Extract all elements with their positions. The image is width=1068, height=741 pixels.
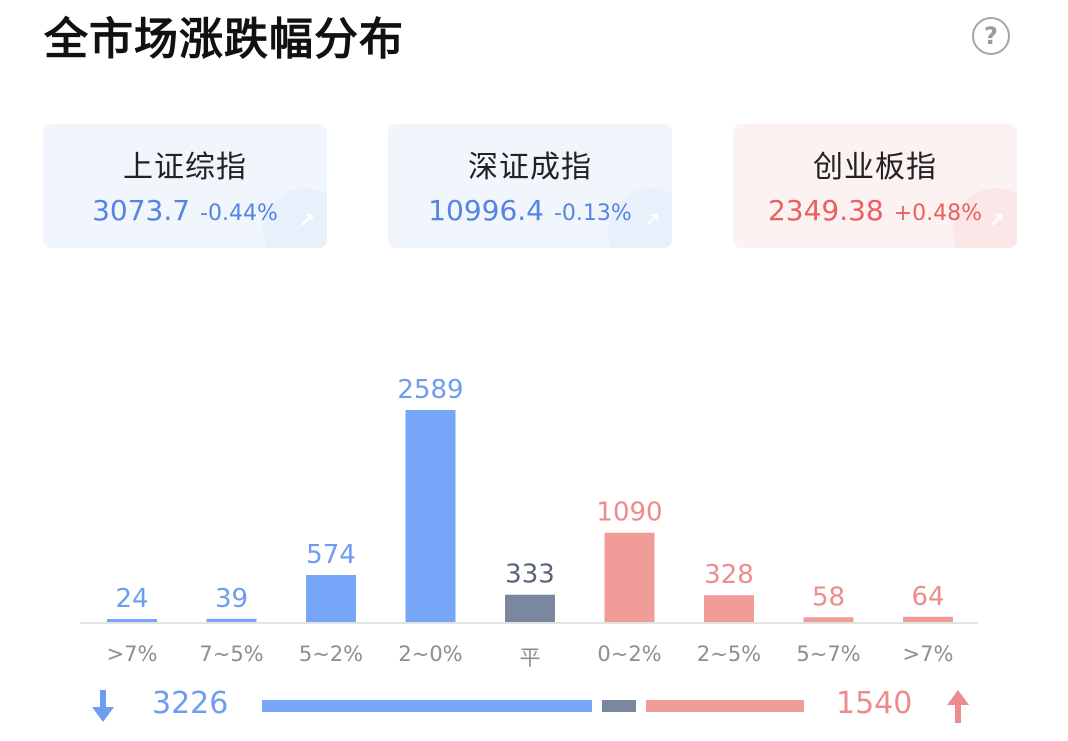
flat-proportion-bar — [602, 700, 637, 712]
x-tick-label: 7~5% — [199, 642, 264, 666]
x-tick-label: 2~0% — [398, 642, 463, 666]
x-tick-label: 5~2% — [298, 642, 364, 666]
index-change: -0.44% — [200, 201, 278, 226]
bar-value-label: 2589 — [397, 375, 463, 405]
index-change: +0.48% — [893, 201, 983, 226]
trend-chart-icon: ↗ — [298, 208, 315, 232]
bar-rise-5[interactable] — [604, 532, 655, 622]
bar-fall-1[interactable] — [206, 618, 257, 622]
bar-value-label: 64 — [911, 582, 944, 612]
bar-rise-8[interactable] — [903, 616, 953, 622]
rise-proportion-bar — [646, 700, 804, 712]
fall-proportion-bar — [262, 700, 593, 712]
bar-value-label: 58 — [812, 582, 845, 612]
index-name: 深证成指 — [468, 150, 592, 185]
bar-value-label: 39 — [215, 584, 248, 614]
index-change: -0.13% — [553, 201, 632, 226]
trend-chart-icon: ↗ — [643, 208, 660, 232]
x-tick-label: 平 — [519, 646, 541, 670]
bar-fall-2[interactable] — [306, 574, 356, 622]
x-tick-label: >7% — [106, 642, 158, 666]
bar-value-label: 1090 — [596, 498, 662, 528]
index-value: 2349.38 — [767, 194, 884, 227]
question-circle-icon[interactable]: ? — [972, 17, 1010, 55]
index-value: 10996.4 — [428, 194, 544, 227]
index-name: 上证综指 — [123, 150, 247, 185]
bar-flat-4[interactable] — [505, 594, 555, 622]
bar-value-label: 574 — [306, 540, 356, 570]
x-tick-label: 2~5% — [696, 642, 762, 666]
bar-rise-7[interactable] — [803, 617, 854, 622]
bar-fall-0[interactable] — [107, 619, 157, 622]
index-card-shanghai[interactable]: ↗ 上证综指 3073.7 -0.44% — [43, 124, 327, 248]
x-tick-label: 5~7% — [796, 642, 861, 666]
rise-total: 1540 — [836, 686, 913, 721]
fall-total: 3226 — [152, 686, 229, 721]
page-title: 全市场涨跌幅分布 — [44, 14, 404, 65]
x-tick-label: 0~2% — [597, 642, 662, 666]
bar-value-label: 24 — [115, 584, 148, 614]
trend-chart-icon: ↗ — [988, 208, 1005, 232]
arrow-up-icon — [947, 690, 969, 723]
bar-value-label: 333 — [505, 560, 555, 590]
index-name: 创业板指 — [813, 150, 937, 185]
bar-fall-3[interactable] — [405, 410, 456, 622]
bar-rise-6[interactable] — [704, 595, 754, 622]
x-tick-label: >7% — [902, 642, 954, 666]
bar-value-label: 328 — [704, 560, 754, 590]
arrow-down-icon — [92, 690, 114, 722]
index-value: 3073.7 — [92, 194, 191, 227]
index-card-chinext[interactable]: ↗ 创业板指 2349.38 +0.48% — [733, 124, 1017, 248]
index-card-shenzhen[interactable]: ↗ 深证成指 10996.4 -0.13% — [388, 124, 672, 248]
